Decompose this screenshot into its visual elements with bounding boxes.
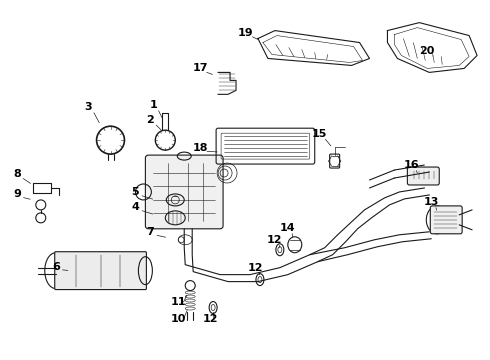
Text: 2: 2 [147,115,154,125]
Text: 3: 3 [85,102,93,112]
Text: 6: 6 [52,262,60,272]
FancyBboxPatch shape [55,252,147,289]
FancyBboxPatch shape [430,206,462,234]
Text: 13: 13 [423,197,439,207]
Text: 10: 10 [171,314,186,324]
Text: 11: 11 [171,297,186,306]
FancyBboxPatch shape [407,167,439,185]
Text: 16: 16 [404,160,419,170]
Text: 12: 12 [267,235,283,245]
Text: 8: 8 [13,169,21,179]
Text: 9: 9 [13,189,21,199]
Text: 15: 15 [312,129,327,139]
Text: 12: 12 [247,263,263,273]
Text: 14: 14 [280,223,295,233]
Text: 17: 17 [193,63,208,73]
Text: 12: 12 [202,314,218,324]
Text: 7: 7 [147,227,154,237]
Text: 18: 18 [193,143,208,153]
Text: 5: 5 [132,187,139,197]
Text: 19: 19 [238,28,254,37]
Text: 20: 20 [419,45,435,55]
Text: 4: 4 [131,202,139,212]
Text: 1: 1 [149,100,157,110]
FancyBboxPatch shape [146,155,223,229]
